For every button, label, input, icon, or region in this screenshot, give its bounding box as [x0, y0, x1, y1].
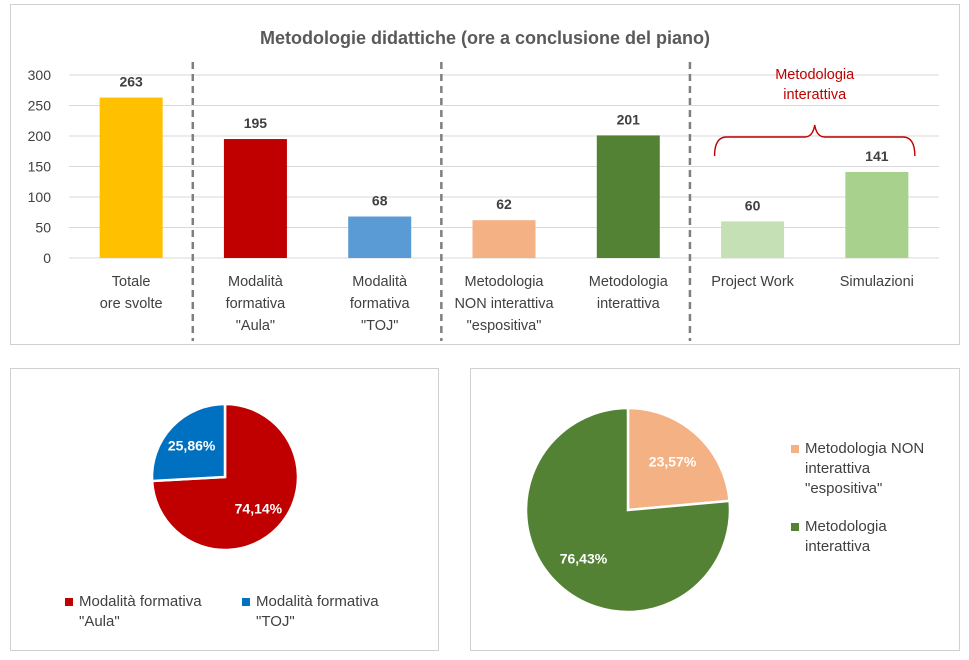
x-tick-label: Simulazioni: [840, 274, 914, 290]
bar: [223, 139, 287, 258]
x-tick-label: Totale ore svolte: [100, 274, 163, 312]
bar: [845, 171, 909, 258]
bar: [596, 135, 660, 258]
legend-swatch: [65, 598, 73, 606]
pie-slice: [150, 402, 227, 483]
bar: [472, 220, 536, 258]
x-tick-label: Modalità formativa "Aula": [226, 274, 287, 334]
y-tick-label: 300: [28, 67, 52, 83]
legend-swatch: [791, 445, 799, 453]
bar-chart-panel: Metodologie didattiche (ore a conclusion…: [10, 4, 960, 345]
bar: [99, 97, 163, 258]
y-tick-label: 0: [43, 250, 51, 266]
bar-value-label: 201: [617, 111, 641, 127]
pie-percent-label: 25,86%: [168, 437, 216, 453]
pie-chart-metodologia: 23,57% 76,43%: [524, 406, 732, 614]
x-tick-label: Project Work: [711, 274, 794, 290]
legend-label: Modalità formativa "Aula": [79, 593, 202, 630]
legend-label: Metodologia NON interattiva "espositiva": [805, 440, 925, 497]
bar-value-label: 68: [372, 193, 388, 209]
x-tick-label: Metodologia interattiva: [589, 274, 669, 312]
legend-label: Modalità formativa "TOJ": [256, 593, 379, 630]
x-tick-label: Modalità formativa "TOJ": [350, 274, 411, 334]
bar: [348, 216, 412, 258]
annotation-label: Metodologia interattiva: [775, 67, 855, 103]
bar-chart: Metodologie didattiche (ore a conclusion…: [28, 28, 939, 341]
pie-percent-label: 76,43%: [560, 551, 608, 567]
bar-value-label: 195: [244, 115, 268, 131]
pie-percent-label: 74,14%: [235, 501, 283, 517]
pie-chart-modalita: 74,14% 25,86%: [150, 402, 300, 552]
pie-slice: [626, 406, 731, 512]
pie-slice: [524, 406, 732, 614]
bar: [721, 221, 785, 258]
pie-percent-label: 23,57%: [649, 453, 697, 469]
bar-value-label: 60: [745, 197, 761, 213]
pie-chart-modalita-panel: 74,14% 25,86% Modalità formativa "Aula" Mo…: [10, 368, 439, 651]
x-tick-label: Metodologia NON interattiva "espositiva": [454, 274, 554, 334]
legend-swatch: [791, 523, 799, 531]
legend-label: Metodologia interattiva: [805, 518, 887, 555]
y-tick-label: 200: [28, 128, 52, 144]
annotation-brace: [713, 124, 916, 157]
y-tick-label: 100: [28, 189, 52, 205]
bar-value-label: 141: [865, 148, 889, 164]
legend-swatch: [242, 598, 250, 606]
bar-value-label: 263: [119, 74, 143, 90]
y-tick-label: 50: [35, 220, 51, 236]
bar-value-label: 62: [496, 196, 512, 212]
pie-chart-metodologia-panel: 23,57% 76,43% Metodologia NON interattiva…: [470, 368, 960, 651]
y-tick-label: 250: [28, 98, 52, 114]
y-tick-label: 150: [28, 159, 52, 175]
chart-title: Metodologie didattiche (ore a conclusion…: [260, 28, 710, 48]
